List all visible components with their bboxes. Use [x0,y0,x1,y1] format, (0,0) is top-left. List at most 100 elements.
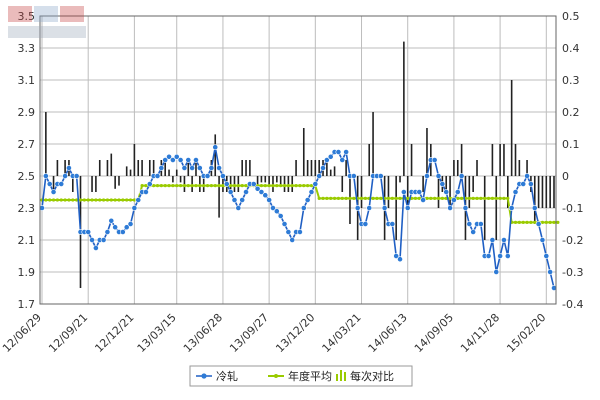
point-年度平均-63 [282,184,287,188]
point-冷轧-17 [104,229,111,235]
point-冷轧-12 [85,229,92,235]
point-年度平均-26 [140,184,144,188]
point-冷轧-63 [281,221,288,227]
point-年度平均-61 [275,184,279,188]
point-冷轧-9 [73,173,80,179]
bar-每次对比-113 [476,160,478,176]
point-冷轧-28 [146,181,153,187]
bar-每次对比-1 [45,112,47,176]
bar-每次对比-49 [229,176,232,192]
bar-每次对比-132 [549,176,551,208]
point-冷轧-92 [393,253,400,259]
point-年度平均-15 [98,198,102,202]
bar-每次对比-54 [249,160,251,176]
bar-每次对比-71 [314,160,317,176]
legend-marker-冷轧 [201,373,207,379]
point-年度平均-120 [502,196,506,200]
bar-每次对比-58 [264,176,267,183]
point-年度平均-133 [552,220,556,224]
bar-每次对比-59 [268,176,270,186]
y-tick-label: 3.5 [18,10,36,23]
point-冷轧-106 [447,205,453,211]
point-年度平均-59 [267,184,271,188]
point-冷轧-94 [400,189,407,195]
point-冷轧-18 [108,217,115,224]
point-年度平均-27 [144,184,148,188]
point-冷轧-117 [489,237,496,243]
bar-每次对比-40 [195,160,197,176]
point-年度平均-31 [159,184,163,188]
bar-每次对比-64 [287,176,290,192]
point-年度平均-66 [294,184,298,188]
point-年度平均-131 [544,220,548,224]
bar-每次对比-4 [56,160,59,176]
legend-bar-icon-b [340,370,342,381]
bar-每次对比-79 [345,160,347,176]
bar-每次对比-69 [306,160,309,176]
point-年度平均-77 [336,196,341,200]
bar-每次对比-23 [129,169,132,176]
bar-每次对比-96 [410,144,413,176]
point-年度平均-70 [309,184,314,188]
bar-每次对比-39 [191,176,193,192]
point-年度平均-97 [413,196,418,200]
bar-每次对比-115 [483,176,486,240]
point-年度平均-125 [521,220,525,224]
bar-每次对比-83 [360,176,363,208]
bar-每次对比-42 [202,176,205,192]
point-冷轧-39 [189,165,196,171]
point-冷轧-121 [504,253,511,259]
point-冷轧-0 [39,205,45,211]
point-冷轧-129 [535,221,542,227]
point-冷轧-120 [501,237,507,243]
bar-每次对比-24 [133,144,136,176]
point-冷轧-45 [212,144,219,151]
bar-每次对比-34 [172,176,174,183]
point-年度平均-12 [86,198,90,202]
point-冷轧-24 [131,205,138,211]
point-冷轧-105 [443,189,450,195]
bar-每次对比-99 [422,176,424,192]
legend-label-年度平均: 年度平均 [288,369,332,383]
y-tick-label: 2.1 [18,234,36,247]
bar-每次对比-66 [295,160,297,176]
point-年度平均-119 [498,196,502,200]
bar-每次对比-13 [91,176,93,192]
point-冷轧-123 [512,189,519,195]
point-年度平均-10 [78,198,83,202]
point-年度平均-2 [48,198,52,202]
point-冷轧-14 [92,245,99,251]
bar-每次对比-68 [302,128,305,176]
point-冷轧-88 [377,173,384,179]
point-冷轧-25 [135,197,142,203]
point-年度平均-3 [51,198,56,202]
point-冷轧-91 [389,221,396,227]
legend-bar-icon-a [336,374,338,381]
bar-每次对比-19 [114,176,116,189]
bar-每次对比-29 [152,160,155,176]
point-冷轧-81 [350,173,357,179]
point-冷轧-112 [470,229,477,235]
point-冷轧-44 [208,165,215,171]
point-冷轧-71 [312,181,319,187]
point-冷轧-118 [493,269,500,275]
bar-每次对比-18 [110,153,113,176]
series-bars-每次对比 [45,41,555,288]
point-冷轧-50 [231,197,238,203]
point-冷轧-111 [466,221,473,227]
point-年度平均-39 [190,184,194,188]
bar-每次对比-46 [218,176,220,218]
point-冷轧-131 [543,253,550,259]
point-年度平均-126 [525,220,529,224]
point-冷轧-108 [454,189,461,195]
y2-tick-label: 0.2 [562,106,580,119]
point-年度平均-46 [217,184,221,188]
bar-每次对比-62 [279,176,282,186]
point-年度平均-49 [229,184,233,188]
point-冷轧-68 [300,205,307,211]
point-年度平均-117 [490,196,495,200]
bar-每次对比-131 [545,176,548,208]
bar-每次对比-120 [503,144,505,176]
y2-tick-label: -0.2 [562,234,583,247]
